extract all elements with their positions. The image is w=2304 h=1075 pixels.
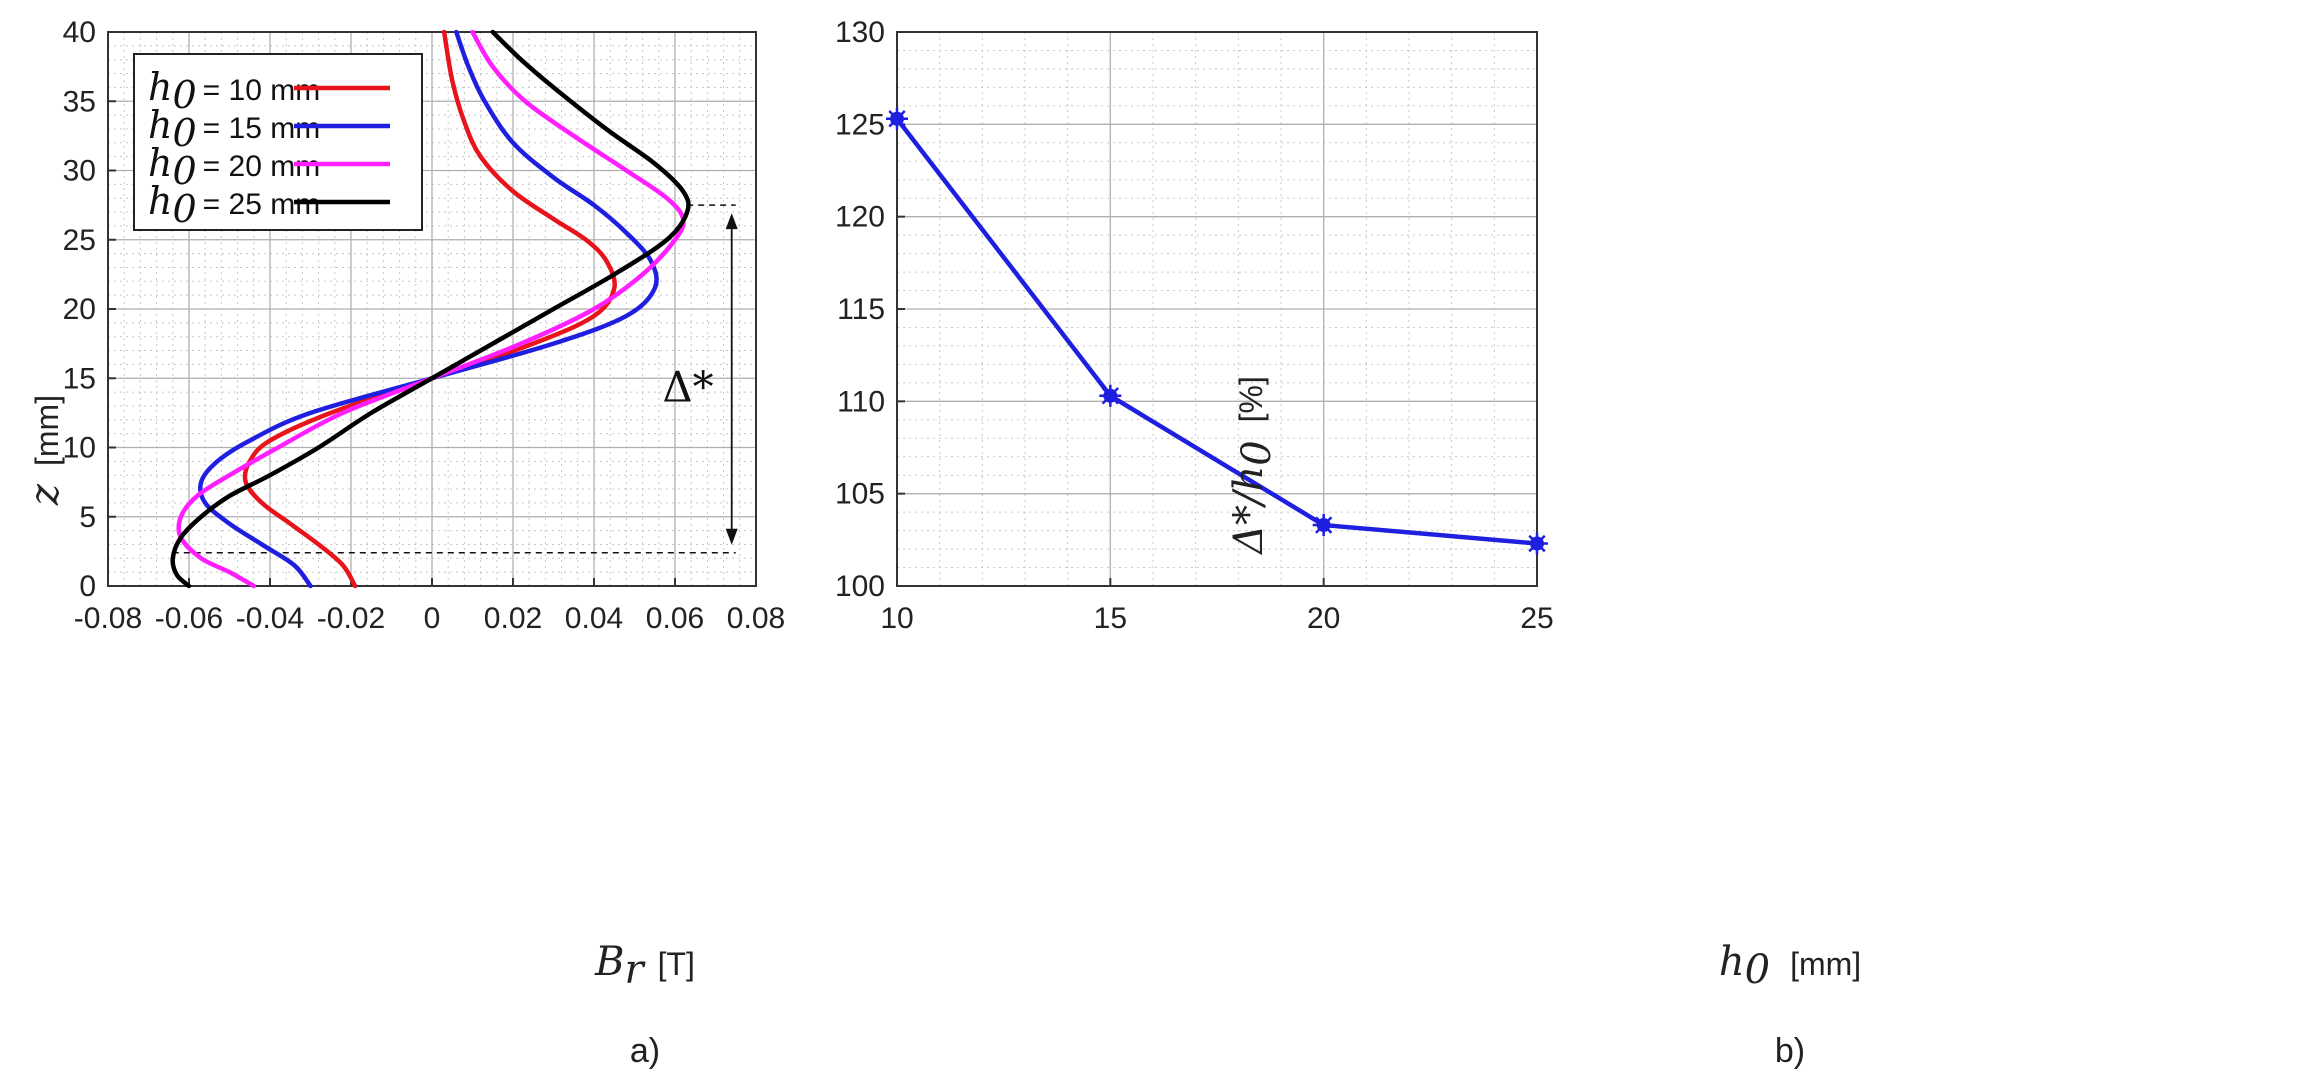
panel-b-label: b) (1775, 1032, 1805, 1070)
panel-b-y-unit: [%] (1233, 376, 1269, 422)
legend-value: = 20 mm (203, 150, 321, 183)
a-x-tick-label: 0.04 (565, 602, 623, 635)
panel-b-x-symbol: h (1719, 939, 1745, 985)
delta-arrow-head-top (725, 213, 738, 230)
delta-arrow-head-bottom (725, 528, 738, 545)
series-line-25mm (170, 29, 691, 589)
legend-symbol: h (148, 179, 172, 223)
a-x-tick-label: 0.06 (646, 602, 704, 635)
a-y-tick-label: 10 (63, 432, 96, 465)
panel-b-grid (896, 31, 1538, 587)
panel-b-marker (1312, 514, 1335, 537)
panel-b-series-line (895, 117, 1538, 546)
a-y-tick-label: 20 (63, 293, 96, 326)
legend-entry-label: h0 = 15 mm (148, 103, 320, 155)
legend-symbol: h (148, 141, 172, 185)
panel-b-y-subscript: 0 (1234, 440, 1280, 465)
a-y-tick-label: 0 (79, 570, 96, 603)
panel-b-y-symbol: Δ*/h (1226, 466, 1272, 556)
a-x-tick-label: -0.06 (155, 602, 223, 635)
a-x-tick-label: 0 (424, 602, 441, 635)
legend-subscript: 0 (172, 149, 196, 193)
legend-subscript: 0 (172, 111, 196, 155)
series-line-15mm (198, 29, 659, 589)
b-x-tick-label: 10 (880, 602, 913, 635)
panel-b-marker-star-ray (888, 110, 906, 128)
b-y-tick-label: 130 (835, 16, 885, 49)
b-y-tick-label: 125 (835, 108, 885, 141)
a-y-tick-label: 15 (63, 362, 96, 395)
panel-b-marker (886, 107, 908, 130)
panel-b-x-unit: [mm] (1790, 946, 1861, 982)
series-line-10mm (242, 29, 617, 589)
b-x-tick-label: 25 (1520, 602, 1553, 635)
panel-b-marker-star-ray (1101, 387, 1119, 405)
legend-subscript: 0 (172, 187, 196, 231)
panel-a-label: a) (630, 1032, 660, 1070)
panel-b-marker-star-ray (1528, 534, 1546, 553)
a-y-tick-label: 35 (63, 85, 96, 118)
series-line-20mm (176, 29, 686, 589)
panel-b-y-ticks: 100 105 110 115 120 125 130 (835, 16, 905, 603)
legend-entry-label: h0 = 10 mm (148, 65, 320, 117)
panel-a-delta-annotation: Δ* (172, 204, 738, 554)
b-y-tick-label: 110 (837, 385, 885, 418)
panel-b-series (886, 107, 1548, 555)
legend-subscript: 0 (172, 73, 196, 117)
panel-a-x-unit: [T] (658, 946, 695, 982)
panel-b-x-subscript: 0 (1745, 947, 1770, 993)
panel-b-x-axis-label: h0 [mm] (1719, 939, 1861, 993)
a-y-tick-label: 30 (63, 155, 96, 188)
a-y-tick-label: 40 (63, 16, 96, 49)
panel-b-marker (1099, 384, 1122, 407)
legend-value: = 25 mm (203, 188, 321, 221)
panel-b-marker (1526, 532, 1548, 555)
panel-b-y-axis-label: Δ*/h0 [%] (1226, 376, 1280, 556)
b-y-tick-label: 105 (835, 478, 885, 511)
legend-value: = 15 mm (203, 112, 321, 145)
a-x-tick-label: -0.08 (74, 602, 142, 635)
legend-symbol: h (148, 65, 172, 109)
a-x-tick-label: -0.04 (236, 602, 304, 635)
b-y-tick-label: 100 (835, 570, 885, 603)
panel-a-x-subscript: r (624, 947, 646, 993)
a-x-tick-label: 0.08 (727, 602, 785, 635)
b-y-tick-label: 120 (835, 201, 885, 234)
a-y-tick-label: 5 (79, 501, 96, 534)
legend-entry-label: h0 = 20 mm (148, 141, 320, 193)
panel-a-x-axis-label: Br [T] (594, 939, 695, 993)
panel-a-chart: -0.08 -0.06 -0.04 -0.02 0 0.02 0.04 0.06 0.08 0 5… (22, 16, 785, 1070)
a-x-tick-label: -0.02 (317, 602, 385, 635)
b-x-tick-label: 20 (1307, 602, 1340, 635)
panel-a-series (170, 29, 691, 589)
panel-a-y-unit: [mm] (29, 395, 65, 466)
panel-a-y-symbol: z (22, 483, 68, 506)
panel-b-x-ticks: 10 15 20 25 (880, 578, 1554, 635)
b-x-tick-label: 15 (1094, 602, 1127, 635)
a-y-tick-label: 25 (63, 224, 96, 257)
panel-b-marker-star-ray (1315, 516, 1333, 534)
b-y-tick-label: 115 (837, 293, 885, 326)
legend-value: = 10 mm (203, 74, 321, 107)
panel-a-y-axis-label: z [mm] (22, 395, 68, 506)
a-x-tick-label: 0.02 (484, 602, 542, 635)
legend-symbol: h (148, 103, 172, 147)
legend-entry-label: h0 = 25 mm (148, 179, 320, 231)
panel-a-y-ticks: 0 5 10 15 20 25 30 35 40 (63, 16, 116, 603)
panel-a-x-symbol: B (594, 939, 624, 985)
panel-a-x-ticks: -0.08 -0.06 -0.04 -0.02 0 0.02 0.04 0.06 0.08 (74, 578, 785, 635)
delta-annotation-label: Δ* (662, 362, 713, 411)
